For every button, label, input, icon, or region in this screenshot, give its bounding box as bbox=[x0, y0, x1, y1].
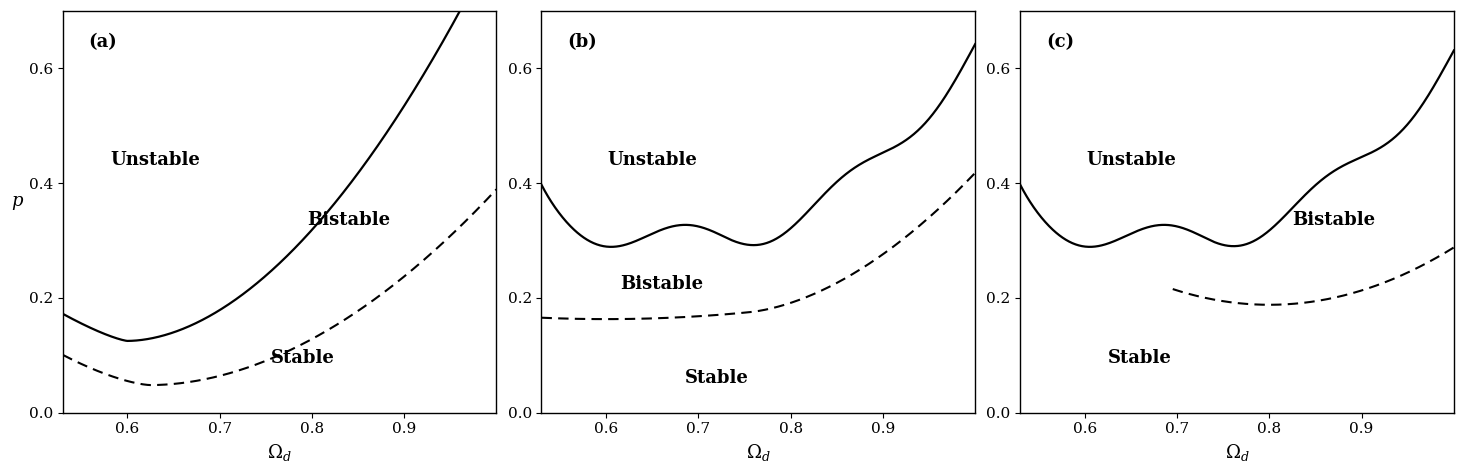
Text: Stable: Stable bbox=[1108, 349, 1172, 367]
X-axis label: $\Omega_d$: $\Omega_d$ bbox=[1225, 442, 1250, 463]
Text: Unstable: Unstable bbox=[608, 151, 697, 169]
Text: Stable: Stable bbox=[684, 369, 749, 387]
Text: Bistable: Bistable bbox=[308, 211, 390, 229]
Text: (c): (c) bbox=[1046, 33, 1074, 51]
Text: Unstable: Unstable bbox=[1086, 151, 1176, 169]
Text: (b): (b) bbox=[567, 33, 598, 51]
Y-axis label: $p$: $p$ bbox=[12, 194, 25, 212]
Text: Bistable: Bistable bbox=[1292, 211, 1376, 229]
Text: Unstable: Unstable bbox=[110, 151, 199, 169]
X-axis label: $\Omega_d$: $\Omega_d$ bbox=[746, 442, 771, 463]
Text: Bistable: Bistable bbox=[620, 274, 703, 292]
Text: Stable: Stable bbox=[271, 349, 334, 367]
Text: (a): (a) bbox=[88, 33, 117, 51]
X-axis label: $\Omega_d$: $\Omega_d$ bbox=[267, 442, 292, 463]
